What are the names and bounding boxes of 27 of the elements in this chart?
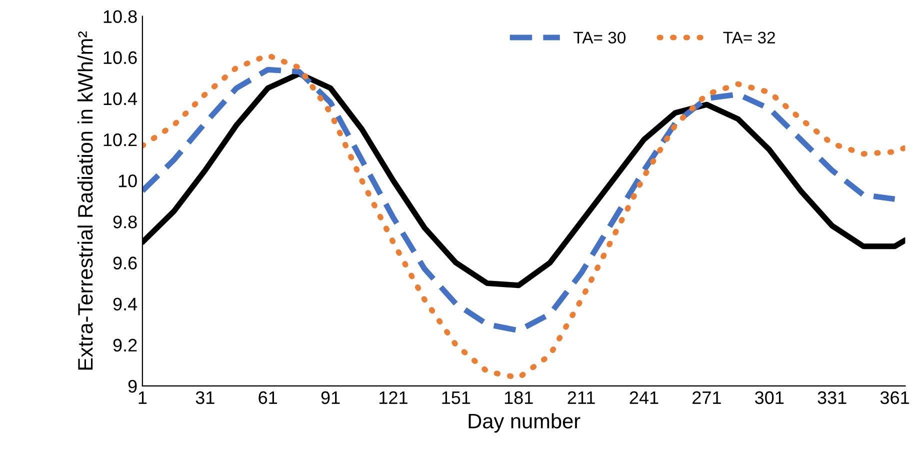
- legend-label: TA= 32: [723, 32, 775, 44]
- legend-label: TA= 30: [574, 32, 626, 44]
- x-tick-label: 151: [442, 391, 470, 404]
- x-tick-label: 1: [138, 391, 147, 404]
- y-tick-label: 10.2: [104, 133, 137, 146]
- x-tick-label: 301: [755, 391, 784, 404]
- x-tick-label: 271: [692, 391, 721, 404]
- y-tick-label: 10.6: [104, 51, 137, 64]
- y-axis-title: Extra-Terrestrial Radiation in kWh/m²: [77, 31, 93, 370]
- y-tick-label: 9: [128, 380, 137, 393]
- x-tick-label: 181: [504, 391, 533, 404]
- x-tick-label: 121: [380, 391, 408, 404]
- x-tick-label: 361: [880, 391, 909, 404]
- x-tick-label: 211: [568, 391, 595, 404]
- y-tick-label: 9.6: [113, 256, 137, 270]
- y-tick-label: 9.4: [113, 298, 138, 311]
- x-tick-label: 91: [321, 391, 340, 404]
- x-tick-label: 241: [630, 391, 658, 404]
- y-tick-label: 9.2: [113, 338, 137, 352]
- x-tick-label: 31: [196, 391, 214, 404]
- y-tick-label: 9.8: [113, 216, 137, 228]
- x-tick-label: 331: [818, 391, 846, 404]
- x-axis-title: Day number: [468, 413, 580, 433]
- y-tick-label: 10.4: [104, 92, 138, 106]
- y-tick-label: 10.8: [104, 10, 137, 23]
- y-tick-label: 10: [118, 174, 137, 188]
- x-tick-label: 61: [258, 391, 277, 404]
